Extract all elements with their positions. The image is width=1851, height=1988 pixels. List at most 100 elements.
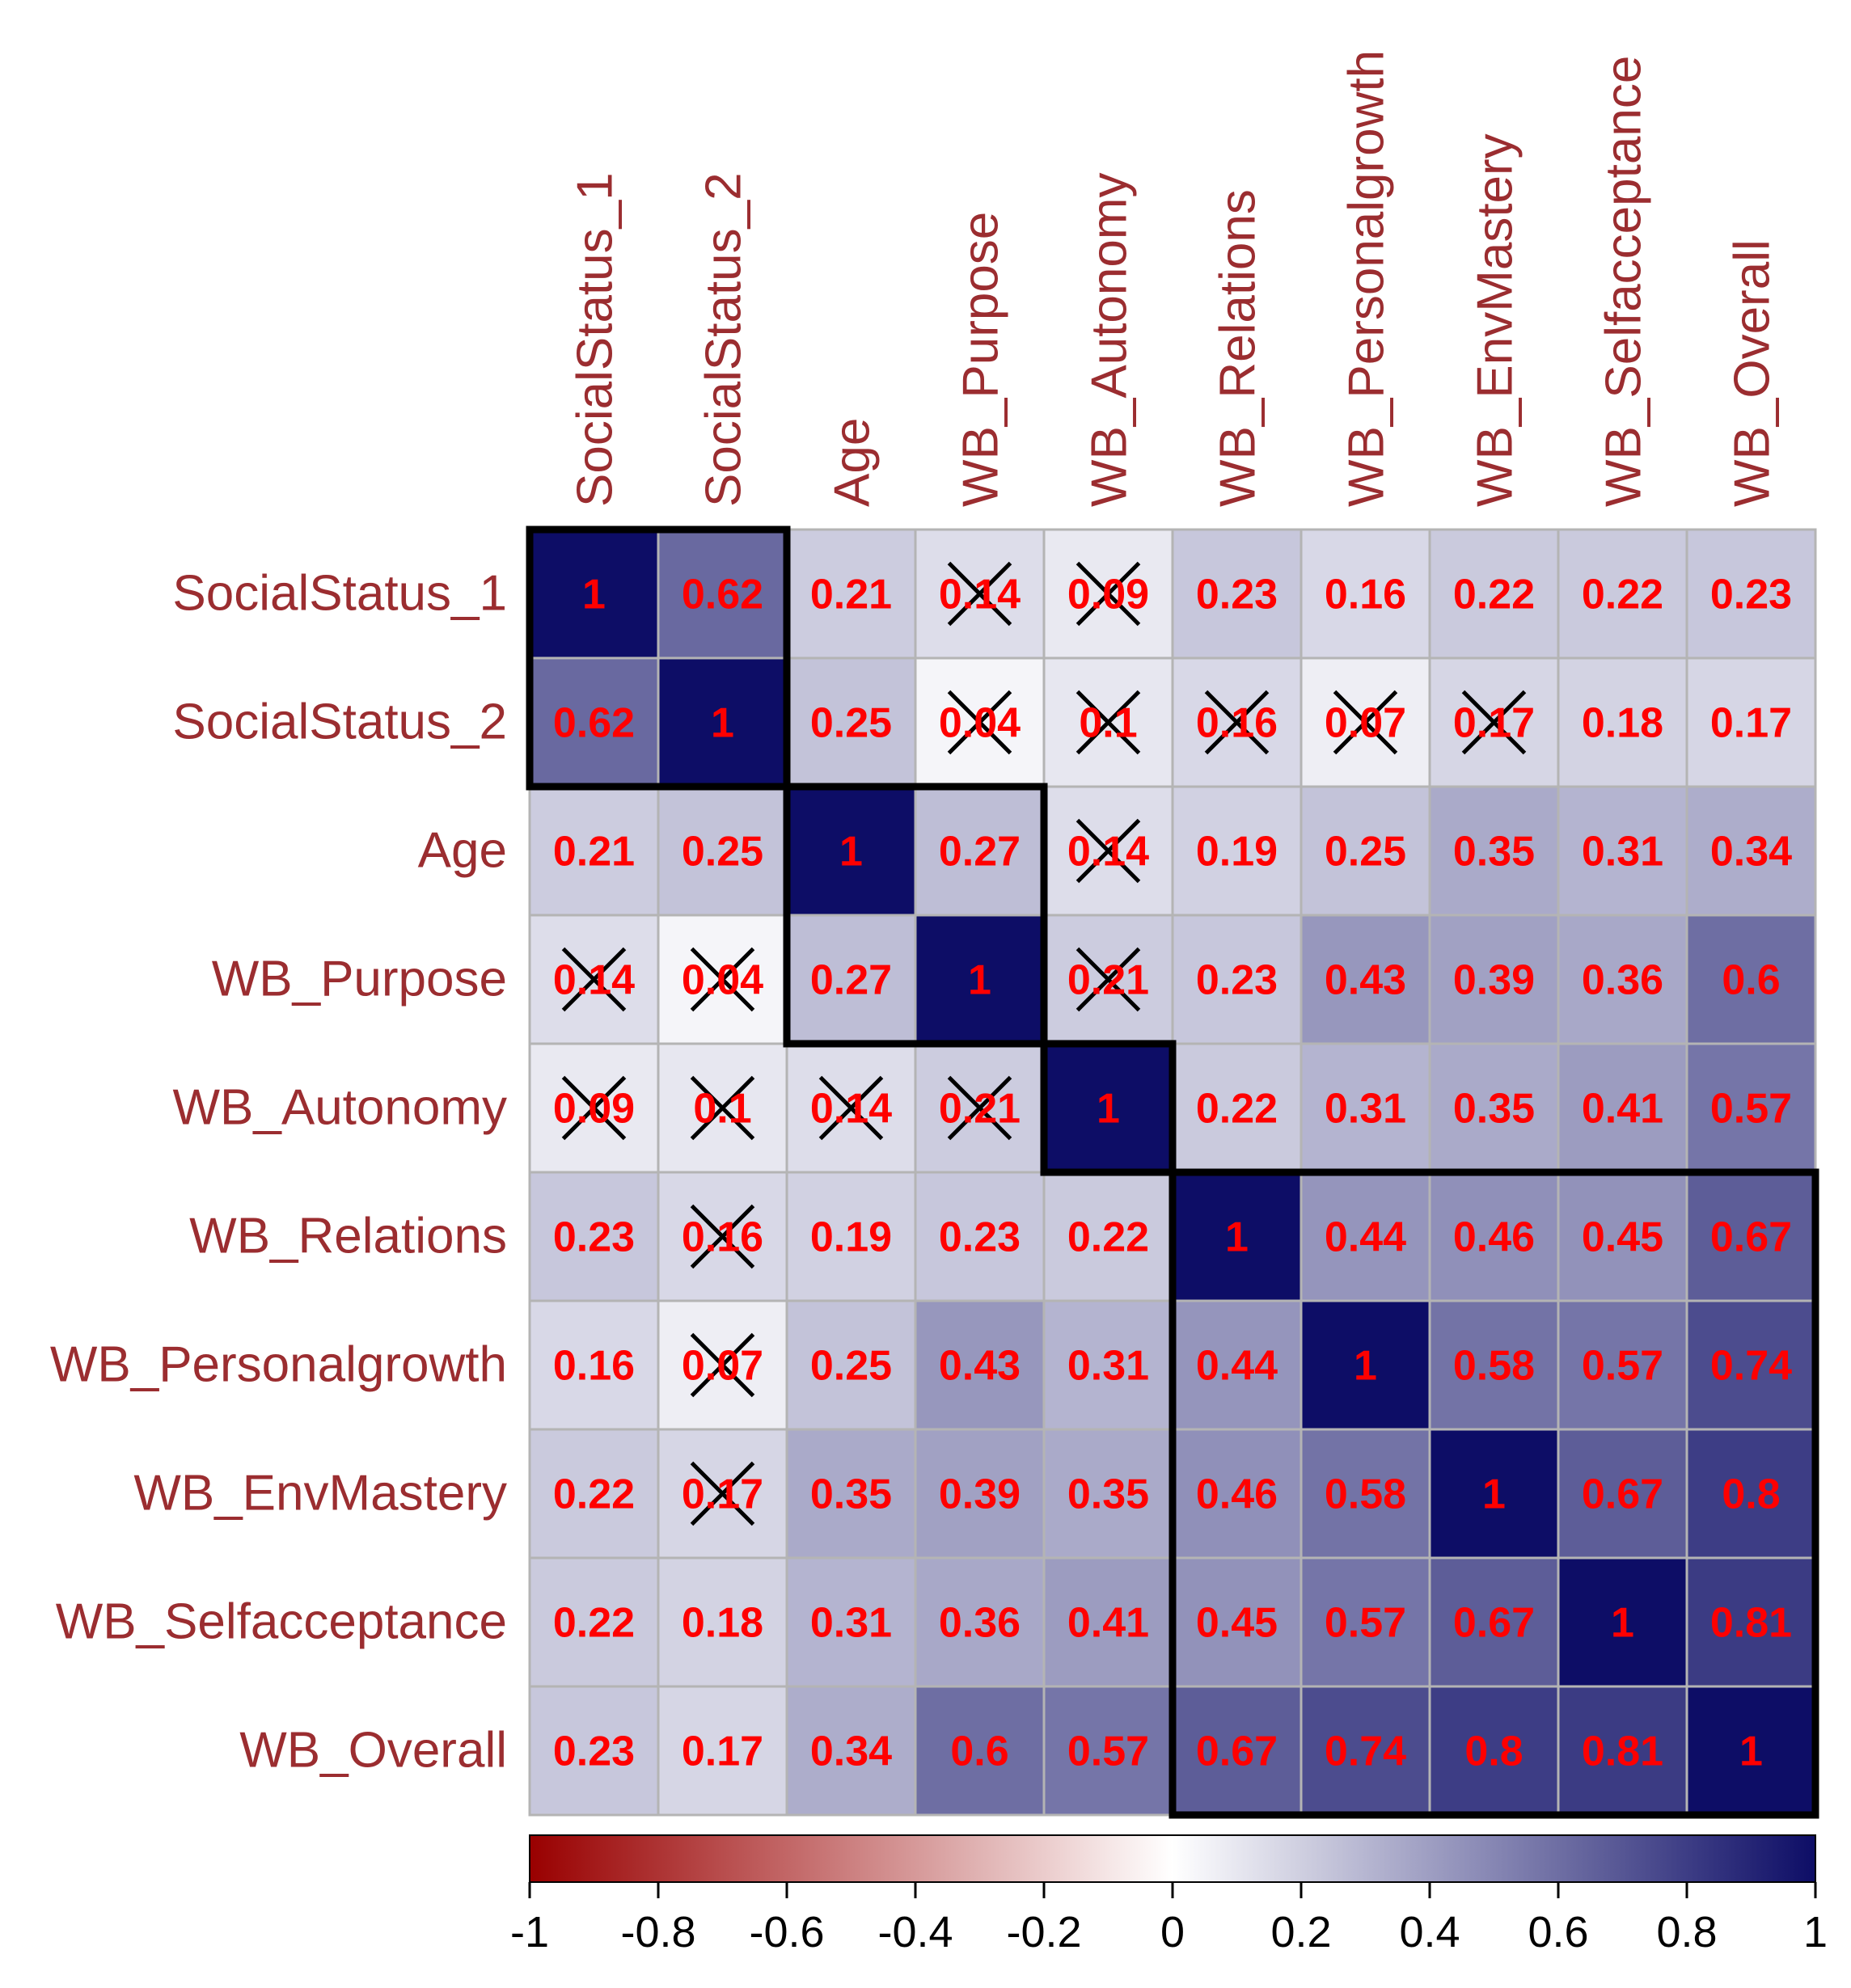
cell-value-label: 1 — [1225, 1214, 1249, 1261]
cell-value-label: 0.16 — [682, 1214, 763, 1261]
cell-value-label: 0.44 — [1196, 1343, 1278, 1390]
row-label-wb-purpose: WB_Purpose — [212, 952, 507, 1007]
nonsignificant-cross-mark — [947, 690, 1012, 755]
cell-wb-selfacceptance-socialstatus-1 — [528, 1556, 660, 1688]
cell-value-label: 0.67 — [1710, 1214, 1792, 1261]
column-labels: SocialStatus_1 SocialStatus_2 Age WB_Purpos… — [568, 50, 1781, 507]
colorbar-tick-label: 0.8 — [1656, 1908, 1717, 1956]
cell-value-label: 0.35 — [1067, 1471, 1149, 1518]
nonsignificant-cross-mark — [1076, 818, 1141, 884]
cell-age-age — [785, 785, 917, 917]
cell-value-label: 0.62 — [682, 572, 763, 618]
cell-value-label: 0.21 — [939, 1086, 1021, 1133]
cell-socialstatus-1-wb-relations — [1171, 528, 1303, 660]
cell-value-label: 1 — [1354, 1343, 1377, 1390]
nonsignificant-marks — [561, 561, 1527, 1526]
cell-value-label: 0.36 — [939, 1600, 1021, 1647]
cell-value-label: 0.39 — [1453, 957, 1535, 1004]
cell-socialstatus-1-wb-overall — [1685, 528, 1817, 660]
cell-value-label: 0.31 — [810, 1600, 892, 1647]
cell-value-label: 0.22 — [1067, 1214, 1149, 1261]
cell-value-label: 0.25 — [810, 700, 892, 747]
cell-wb-autonomy-wb-selfacceptance — [1557, 1042, 1688, 1174]
cell-value-label: 0.39 — [939, 1471, 1021, 1518]
cell-value-label: 0.22 — [1582, 572, 1663, 618]
cell-value-label: 0.57 — [1067, 1728, 1149, 1775]
column-label-wb-selfacceptance: WB_Selfacceptance — [1596, 56, 1652, 507]
cell-socialstatus-1-wb-envmastery — [1428, 528, 1560, 660]
cell-value-label: 0.17 — [1453, 700, 1535, 747]
cell-value-label: 0.21 — [810, 572, 892, 618]
cell-value-label: 0.27 — [810, 957, 892, 1004]
cell-wb-overall-socialstatus-2 — [657, 1685, 788, 1817]
colorbar: -1 -0.8 -0.6 -0.4 -0.2 0 0.2 0.4 0.6 0.8 1 — [510, 1834, 1828, 1956]
cell-value-label: 0.46 — [1196, 1471, 1278, 1518]
colorbar-tick-label: 0.6 — [1528, 1908, 1588, 1956]
cell-value-label: 0.1 — [1079, 700, 1137, 747]
cell-value-label: 1 — [582, 572, 606, 618]
colorbar-tick-label: -0.6 — [749, 1908, 824, 1956]
cell-value-label: 0.18 — [1582, 700, 1663, 747]
cell-wb-relations-socialstatus-1 — [528, 1171, 660, 1302]
cell-value-label: 0.1 — [693, 1086, 751, 1133]
cell-wb-personalgrowth-wb-purpose — [914, 1299, 1046, 1431]
cell-wb-purpose-wb-personalgrowth — [1300, 914, 1431, 1045]
cell-socialstatus-2-wb-purpose — [914, 656, 1046, 788]
column-label-wb-relations: WB_Relations — [1211, 189, 1266, 507]
cell-value-label: 0.34 — [810, 1728, 892, 1775]
cell-value-label: 1 — [1739, 1728, 1763, 1775]
cell-value-label: 0.46 — [1453, 1214, 1535, 1261]
cell-value-label: 0.41 — [1067, 1600, 1149, 1647]
cell-wb-envmastery-wb-relations — [1171, 1428, 1303, 1560]
cell-age-wb-selfacceptance — [1557, 785, 1688, 917]
cell-value-label: 0.34 — [1710, 829, 1792, 876]
cell-value-label: 0.18 — [682, 1600, 763, 1647]
cell-wb-personalgrowth-wb-envmastery — [1428, 1299, 1560, 1431]
cell-value-label: 0.41 — [1582, 1086, 1663, 1133]
cell-value-label: 0.36 — [1582, 957, 1663, 1004]
cell-value-label: 0.31 — [1067, 1343, 1149, 1390]
cell-value-label: 0.81 — [1710, 1600, 1792, 1647]
cell-value-label: 0.45 — [1196, 1600, 1278, 1647]
nonsignificant-cross-mark — [561, 1075, 627, 1141]
cell-wb-overall-wb-personalgrowth — [1300, 1685, 1431, 1817]
cell-wb-overall-wb-selfacceptance — [1557, 1685, 1688, 1817]
cluster-outline-wb-relations-to-wb-overall — [1168, 1168, 1819, 1819]
cell-wb-selfacceptance-wb-autonomy — [1042, 1556, 1174, 1688]
cell-value-label: 0.07 — [682, 1343, 763, 1390]
cell-value-label: 0.6 — [950, 1728, 1008, 1775]
cell-value-label: 0.14 — [939, 572, 1021, 618]
cell-value-label: 0.16 — [1196, 700, 1278, 747]
cell-wb-autonomy-wb-envmastery — [1428, 1042, 1560, 1174]
cell-value-label: 1 — [1482, 1471, 1506, 1518]
row-label-wb-overall: WB_Overall — [239, 1723, 507, 1779]
cluster-outlines — [526, 525, 1819, 1819]
cell-wb-envmastery-wb-autonomy — [1042, 1428, 1174, 1560]
cell-value-label: 0.22 — [1453, 572, 1535, 618]
cell-socialstatus-1-socialstatus-1 — [528, 528, 660, 660]
cluster-outline-age-to-wb-purpose — [783, 783, 1048, 1048]
cell-wb-autonomy-wb-overall — [1685, 1042, 1817, 1174]
cell-value-label: 1 — [1611, 1600, 1634, 1647]
cell-value-label: 0.43 — [1325, 957, 1406, 1004]
cell-value-label: 0.58 — [1325, 1471, 1406, 1518]
cell-value-label: 0.09 — [1067, 572, 1149, 618]
cell-wb-overall-wb-envmastery — [1428, 1685, 1560, 1817]
row-label-socialstatus-2: SocialStatus_2 — [172, 694, 507, 750]
cell-wb-overall-wb-purpose — [914, 1685, 1046, 1817]
cell-value-label: 0.25 — [682, 829, 763, 876]
cell-value-label: 0.23 — [553, 1728, 635, 1775]
cell-wb-envmastery-wb-personalgrowth — [1300, 1428, 1431, 1560]
cell-value-label: 0.23 — [1196, 572, 1278, 618]
cell-value-label: 0.23 — [939, 1214, 1021, 1261]
cluster-outline-socialstatus-1-to-socialstatus-2 — [526, 525, 791, 791]
column-label-socialstatus-1: SocialStatus_1 — [568, 172, 623, 507]
cell-wb-overall-age — [785, 1685, 917, 1817]
nonsignificant-cross-mark — [1076, 561, 1141, 627]
nonsignificant-cross-mark — [1076, 690, 1141, 755]
colorbar-tick-label: 0 — [1160, 1908, 1185, 1956]
cell-wb-selfacceptance-wb-selfacceptance — [1557, 1556, 1688, 1688]
cell-wb-personalgrowth-wb-selfacceptance — [1557, 1299, 1688, 1431]
row-label-age: Age — [418, 823, 507, 879]
